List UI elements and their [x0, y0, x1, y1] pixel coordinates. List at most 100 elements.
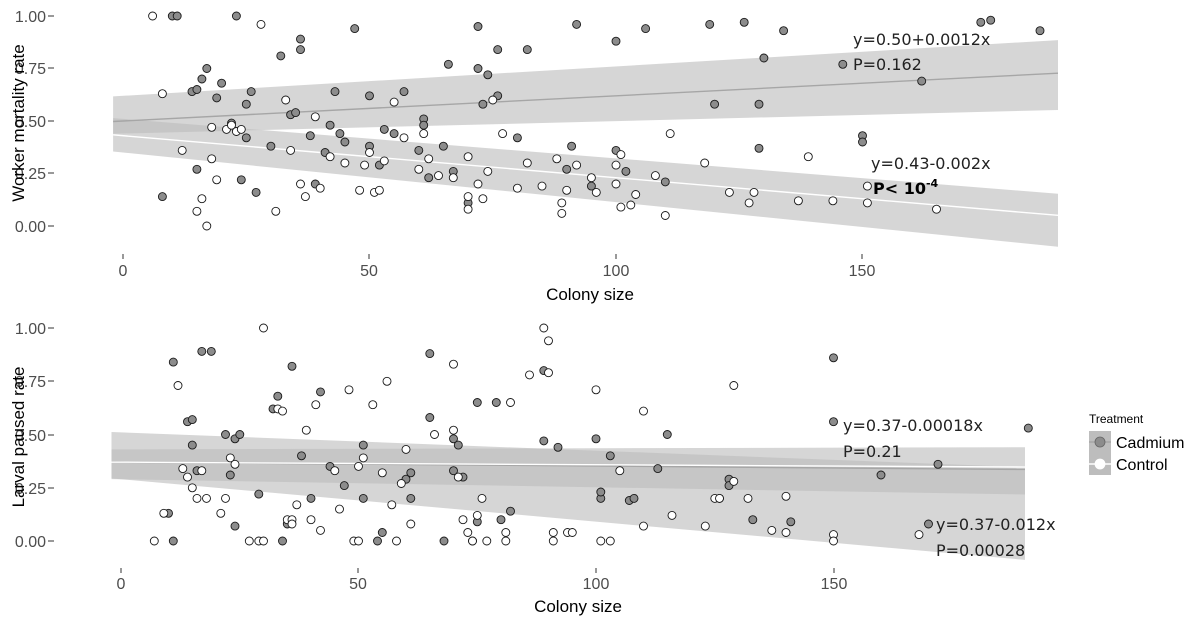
x-tick-label: 100 — [603, 263, 630, 280]
data-point-cadmium — [225, 470, 235, 480]
cadmium-equation: y=0.50+0.0012x — [853, 30, 990, 49]
data-point-cadmium — [605, 451, 615, 461]
data-point-control — [453, 472, 463, 482]
legend-label-control: Control — [1116, 457, 1168, 474]
fit-annotations: y=0.50+0.0012x P=0.162 y=0.43-0.002x P< … — [853, 30, 991, 198]
regression-lines — [111, 461, 1026, 471]
data-point-control — [227, 120, 236, 130]
data-point-control — [335, 504, 344, 514]
data-point-cadmium — [340, 137, 350, 147]
y-tick-label: 0.00 — [15, 219, 46, 236]
y-axis-title: Larval paused rate — [9, 367, 28, 508]
data-point-control — [862, 198, 872, 208]
data-point-control — [202, 493, 211, 503]
data-point-cadmium — [379, 124, 389, 134]
data-point-cadmium — [192, 164, 202, 174]
data-point-cadmium — [829, 353, 838, 363]
data-point-control — [463, 528, 473, 537]
data-point-cadmium — [522, 45, 532, 55]
data-point-cadmium — [335, 129, 345, 139]
data-point-control — [310, 112, 320, 122]
data-point-control — [414, 164, 424, 174]
data-point-cadmium — [567, 141, 577, 151]
data-point-control — [639, 406, 648, 416]
data-point-cadmium — [273, 391, 283, 401]
data-point-control — [463, 152, 473, 162]
data-point-cadmium — [917, 76, 927, 86]
cadmium-p-value: P=0.21 — [843, 442, 902, 461]
data-point-cadmium — [330, 87, 340, 97]
data-point-cadmium — [291, 108, 301, 118]
data-point-control — [197, 466, 207, 476]
p-value-base: P< 10 — [873, 179, 926, 198]
legend: Treatment Cadmium Control — [1089, 412, 1184, 475]
data-point-cadmium — [1035, 26, 1045, 36]
data-point-control — [202, 221, 212, 231]
data-point-control — [368, 400, 378, 410]
data-point-cadmium — [425, 349, 435, 359]
data-point-cadmium — [241, 133, 251, 143]
data-point-control — [749, 187, 759, 197]
x-tick-label: 50 — [360, 263, 378, 280]
data-point-cadmium — [779, 26, 789, 36]
data-point-control — [187, 483, 197, 493]
data-point-control — [221, 493, 230, 503]
data-point-control — [572, 160, 582, 170]
data-point-cadmium — [266, 141, 276, 151]
data-point-cadmium — [472, 398, 482, 407]
data-point-cadmium — [876, 470, 886, 480]
data-point-cadmium — [478, 99, 488, 109]
data-point-control — [325, 152, 335, 162]
data-point-control — [315, 183, 325, 193]
y-tick-label: 0.25 — [15, 481, 46, 498]
data-point-cadmium — [316, 387, 325, 397]
y-tick-label: 1.00 — [15, 321, 46, 338]
data-point-control — [178, 464, 188, 474]
data-point-control — [700, 158, 710, 168]
data-point-control — [501, 528, 511, 537]
data-point-control — [311, 400, 321, 410]
data-point-control — [430, 430, 439, 439]
data-point-cadmium — [641, 24, 651, 34]
confidence-band-control — [113, 118, 1059, 247]
data-point-control — [544, 336, 553, 346]
data-point-control — [306, 515, 316, 525]
data-point-cadmium — [705, 19, 715, 29]
y-tick-label: 0.50 — [15, 114, 46, 131]
data-point-control — [387, 500, 397, 510]
data-point-control — [159, 508, 169, 518]
data-point-control — [316, 525, 325, 535]
data-point-cadmium — [414, 145, 424, 155]
data-point-cadmium — [629, 493, 639, 503]
x-tick-label: 0 — [117, 576, 126, 593]
data-point-cadmium — [473, 22, 483, 31]
data-point-control — [392, 536, 401, 546]
data-point-control — [287, 519, 297, 529]
data-point-cadmium — [241, 99, 251, 109]
data-point-control — [382, 376, 392, 386]
data-point-control — [829, 536, 838, 546]
confidence-band-cadmium — [113, 40, 1059, 134]
data-point-control — [434, 171, 443, 181]
data-point-control — [539, 323, 549, 333]
data-point-cadmium — [202, 64, 212, 73]
data-point-cadmium — [621, 166, 631, 176]
data-point-cadmium — [660, 177, 670, 187]
confidence-bands — [113, 40, 1059, 247]
data-point-control — [537, 181, 547, 191]
data-point-control — [611, 160, 621, 170]
data-point-control — [259, 323, 268, 333]
data-point-control — [173, 381, 183, 390]
data-point-control — [472, 510, 482, 520]
data-point-control — [611, 179, 621, 189]
y-tick-label: 0.75 — [15, 61, 46, 78]
data-point-control — [379, 156, 389, 166]
data-points — [149, 323, 1033, 546]
data-point-control — [207, 122, 217, 132]
data-point-control — [292, 500, 302, 510]
data-point-control — [330, 466, 340, 476]
x-tick-label: 50 — [349, 576, 367, 593]
control-p-value: P< 10-4 — [873, 177, 939, 198]
data-point-control — [803, 152, 813, 162]
data-point-control — [793, 196, 803, 206]
